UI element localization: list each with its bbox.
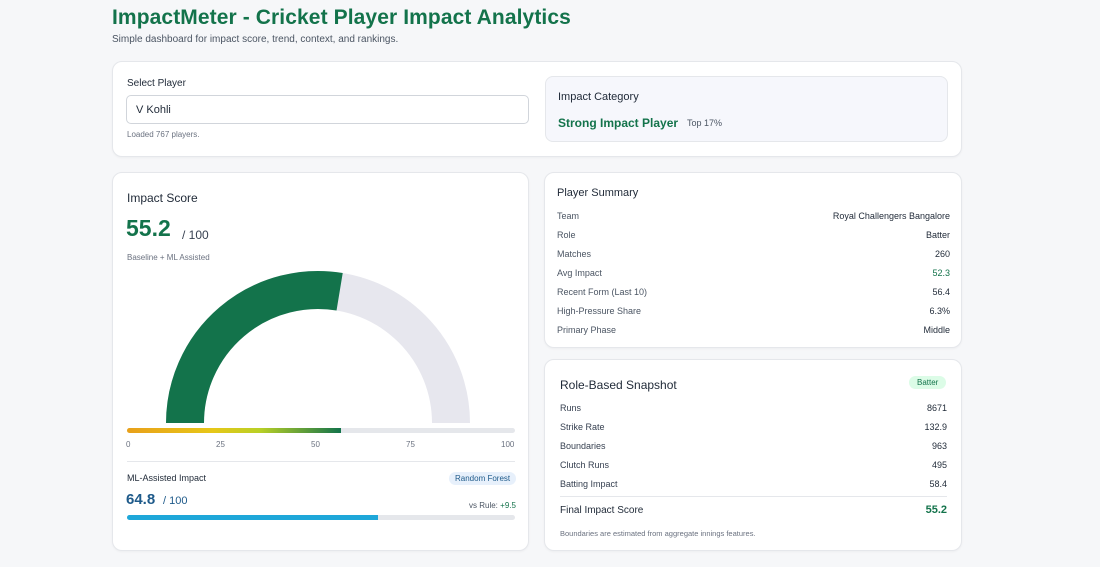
snapshot-key: Batting Impact [560, 479, 618, 489]
impact-category-label: Impact Category [558, 91, 639, 103]
summary-value: 6.3% [929, 306, 950, 316]
impact-score-method: Baseline + ML Assisted [127, 253, 210, 262]
summary-value: Batter [925, 230, 950, 240]
snapshot-key: Clutch Runs [560, 460, 610, 470]
summary-value: 52.3 [932, 268, 950, 278]
player-summary-title: Player Summary [557, 187, 639, 199]
impact-scale-bar [127, 428, 515, 433]
ml-impact-value: 64.8 [126, 491, 156, 508]
summary-value: Middle [923, 325, 950, 335]
snapshot-note: Boundaries are estimated from aggregate … [560, 529, 756, 538]
scale-tick-100: 100 [501, 440, 515, 449]
summary-row-avg-impact: Avg Impact 52.3 [557, 268, 950, 280]
snapshot-row-boundaries: Boundaries 963 [560, 441, 947, 453]
impact-category-value: Strong Impact Player [558, 116, 679, 130]
summary-row-team: Team Royal Challengers Bangalore [557, 211, 950, 223]
summary-row-recent-form: Recent Form (Last 10) 56.4 [557, 287, 950, 299]
summary-key: High-Pressure Share [557, 306, 642, 316]
role-snapshot-card: Role-Based Snapshot Batter Runs 8671 Str… [544, 359, 962, 551]
summary-row-primary-phase: Primary Phase Middle [557, 325, 950, 337]
snapshot-value: 58.4 [929, 479, 947, 489]
summary-key: Role [557, 230, 576, 240]
snapshot-row-clutch-runs: Clutch Runs 495 [560, 460, 947, 472]
impact-category-rank: Top 17% [687, 118, 723, 128]
vs-rule-label: vs Rule: [469, 501, 498, 510]
snapshot-value: 8671 [926, 403, 947, 413]
snapshot-key: Boundaries [560, 441, 606, 451]
summary-key: Team [557, 211, 580, 221]
snapshot-value: 963 [931, 441, 947, 451]
app-title: ImpactMeter - Cricket Player Impact Anal… [112, 6, 571, 29]
player-summary-card: Player Summary Team Royal Challengers Ba… [544, 172, 962, 348]
snapshot-row-runs: Runs 8671 [560, 403, 947, 415]
vs-rule-delta: vs Rule: +9.5 [469, 501, 516, 510]
snapshot-row-batting-impact: Batting Impact 58.4 [560, 479, 947, 491]
summary-value: 260 [934, 249, 950, 259]
ml-impact-label: ML-Assisted Impact [127, 473, 207, 483]
final-impact-label: Final Impact Score [560, 505, 644, 516]
impact-gauge [166, 271, 470, 424]
snapshot-key: Strike Rate [560, 422, 605, 432]
player-select-card: Select Player Loaded 767 players. Impact… [112, 61, 962, 157]
summary-key: Matches [557, 249, 592, 259]
summary-row-matches: Matches 260 [557, 249, 950, 261]
page-header: ImpactMeter - Cricket Player Impact Anal… [112, 6, 571, 45]
vs-rule-value: +9.5 [500, 501, 516, 510]
summary-key: Avg Impact [557, 268, 602, 278]
ml-impact-bar [127, 515, 515, 520]
summary-row-high-pressure: High-Pressure Share 6.3% [557, 306, 950, 318]
player-search-input[interactable] [126, 95, 529, 124]
impact-score-max: / 100 [182, 228, 209, 242]
summary-key: Recent Form (Last 10) [557, 287, 648, 297]
scale-tick-75: 75 [406, 440, 415, 449]
scale-tick-25: 25 [216, 440, 225, 449]
role-badge: Batter [909, 376, 947, 389]
impact-scale-fill [127, 428, 342, 433]
model-badge: Random Forest [449, 472, 517, 485]
ml-impact-max: / 100 [163, 495, 188, 507]
final-impact-value: 55.2 [925, 504, 947, 516]
snapshot-value: 132.9 [924, 422, 947, 432]
snapshot-key: Runs [560, 403, 582, 413]
summary-value: Royal Challengers Bangalore [832, 211, 950, 221]
ml-impact-bar-fill [127, 515, 379, 520]
app-subtitle: Simple dashboard for impact score, trend… [112, 34, 399, 45]
snapshot-row-strike-rate: Strike Rate 132.9 [560, 422, 947, 434]
scale-tick-0: 0 [126, 440, 131, 449]
role-snapshot-title: Role-Based Snapshot [560, 378, 677, 392]
summary-key: Primary Phase [557, 325, 617, 335]
impact-category-box: Impact Category Strong Impact Player Top… [545, 76, 948, 142]
summary-value: 56.4 [932, 287, 950, 297]
section-divider [127, 461, 515, 462]
scale-tick-50: 50 [311, 440, 320, 449]
select-player-label: Select Player [127, 78, 186, 89]
snapshot-divider [560, 496, 947, 497]
loaded-players-note: Loaded 767 players. [127, 130, 200, 139]
snapshot-value: 495 [931, 460, 947, 470]
impact-score-value: 55.2 [126, 215, 171, 241]
impact-score-title: Impact Score [127, 191, 198, 205]
summary-row-role: Role Batter [557, 230, 950, 242]
impact-score-card: Impact Score 55.2 / 100 Baseline + ML As… [112, 172, 529, 551]
gauge-fill [166, 271, 343, 424]
